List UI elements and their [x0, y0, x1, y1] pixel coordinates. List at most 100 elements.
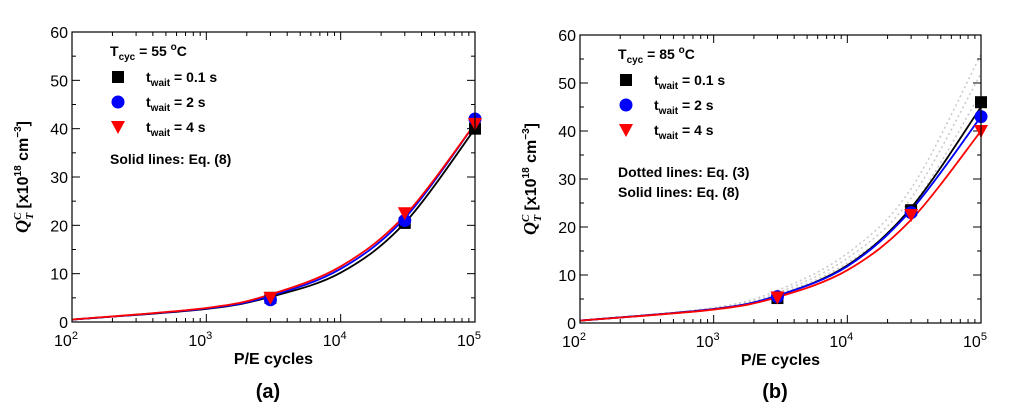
y-label-units: cm	[15, 138, 32, 166]
plot-frame	[71, 31, 476, 323]
legend-condition-symbol: T	[618, 46, 627, 62]
x-tick-base: 10	[963, 334, 981, 351]
y-tick-label: 20	[558, 220, 576, 237]
x-tick-label: 105	[963, 331, 987, 351]
y-tick-label: 10	[558, 268, 576, 285]
y-label-superscript: C	[12, 212, 24, 220]
x-tick-label: 104	[829, 331, 853, 351]
y-label-exponent: −3	[521, 128, 532, 140]
panel-caption: (b)	[762, 381, 788, 403]
legend-entry-value: = 2 s	[678, 97, 714, 113]
x-tick-label: 104	[323, 330, 347, 350]
legend-entry-subscript: wait	[658, 106, 679, 117]
legend-condition: Tcyc = 55 oC	[110, 42, 187, 63]
x-tick-base: 10	[829, 334, 847, 351]
y-tick-label: 40	[50, 122, 68, 139]
y-label-units: ]	[523, 123, 540, 128]
legend-note: Solid lines: Eq. (8)	[110, 151, 231, 167]
legend-condition-unit: C	[177, 43, 187, 59]
legend-entry-subscript: wait	[658, 81, 679, 92]
legend-entry-symbol: t	[654, 72, 659, 88]
legend-entry-subscript: wait	[658, 131, 679, 142]
panel-caption: (a)	[256, 381, 280, 403]
legend-note: Dotted lines: Eq. (3)	[618, 164, 749, 180]
x-tick-exponent: 2	[580, 331, 586, 343]
x-tick-label: 102	[54, 330, 78, 350]
legend-entry-symbol: t	[146, 94, 151, 110]
legend-entry: twait = 0.1 s	[654, 72, 725, 92]
y-tick-label: 60	[50, 25, 68, 42]
legend-entry-symbol: t	[146, 119, 151, 135]
legend-entry-value: = 0.1 s	[170, 69, 217, 85]
y-tick-label: 10	[50, 267, 68, 284]
legend-entry-value: = 4 s	[678, 122, 714, 138]
legend-marker-triangle-down	[111, 121, 125, 134]
x-tick-base: 10	[54, 333, 72, 350]
legend-condition: Tcyc = 85 oC	[618, 45, 695, 66]
data-point-triangle-down	[263, 291, 278, 305]
fit-line-solid	[579, 116, 982, 322]
x-tick-label: 105	[457, 330, 481, 350]
x-axis-label: P/E cycles	[234, 351, 313, 368]
data-point-triangle-down	[397, 207, 412, 221]
y-label-subscript: T	[532, 214, 544, 222]
legend-entry-value: = 2 s	[170, 94, 206, 110]
y-tick-label: 50	[50, 73, 68, 90]
y-tick-label: 30	[50, 170, 68, 187]
x-tick-base: 10	[562, 334, 580, 351]
legend-condition-degree: o	[171, 42, 177, 53]
y-tick-label: 20	[50, 218, 68, 235]
x-tick-exponent: 3	[714, 331, 720, 343]
data-point-triangle-down	[904, 209, 919, 222]
x-tick-exponent: 3	[206, 330, 212, 342]
y-label-units: [x10	[15, 176, 32, 213]
legend-entry-symbol: t	[146, 69, 151, 85]
plot-frame	[579, 34, 982, 324]
x-axis-label: P/E cycles	[741, 352, 820, 369]
y-label-exponent: 18	[521, 167, 532, 179]
legend-entry-symbol: t	[654, 97, 659, 113]
x-tick-base: 10	[696, 334, 714, 351]
fit-line-dotted	[579, 53, 982, 322]
y-tick-label: 40	[558, 124, 576, 141]
y-tick-label: 0	[59, 315, 68, 332]
data-point-triangle-down	[770, 291, 785, 305]
legend-condition-subscript: cyc	[627, 55, 644, 66]
x-tick-exponent: 5	[981, 331, 987, 343]
y-label-exponent: 18	[13, 165, 24, 177]
y-label-units: [x10	[523, 178, 540, 215]
legend-note: Solid lines: Eq. (8)	[618, 184, 739, 200]
legend-entry: twait = 4 s	[146, 119, 206, 139]
x-tick-exponent: 5	[475, 330, 481, 342]
legend-entry-subscript: wait	[150, 78, 171, 89]
legend-entry: twait = 0.1 s	[146, 69, 217, 89]
y-tick-label: 0	[567, 316, 576, 333]
legend-condition-unit: C	[685, 46, 695, 62]
y-tick-label: 50	[558, 76, 576, 93]
y-tick-label: 30	[558, 172, 576, 189]
legend-entry: twait = 4 s	[654, 122, 714, 142]
y-label-units: ]	[15, 121, 32, 126]
y-axis-label: QCT [x1018 cm−3]	[520, 123, 544, 235]
legend-entry-subscript: wait	[150, 103, 171, 114]
y-axis-label: QCT [x1018 cm−3]	[12, 121, 36, 233]
y-label-exponent: −3	[13, 126, 24, 138]
legend-entry-value: = 0.1 s	[678, 72, 725, 88]
x-tick-base: 10	[323, 333, 341, 350]
legend-condition-symbol: T	[110, 43, 119, 59]
y-label-units: cm	[523, 140, 540, 168]
x-tick-label: 103	[188, 330, 212, 350]
y-label-symbol: Q	[520, 222, 540, 235]
legend-marker-square	[112, 71, 124, 83]
y-label-subscript: T	[24, 212, 36, 220]
legend-entry: twait = 2 s	[146, 94, 206, 114]
legend-condition-degree: o	[679, 45, 685, 56]
fit-line-solid	[579, 106, 982, 322]
x-tick-label: 103	[696, 331, 720, 351]
legend-entry-symbol: t	[654, 122, 659, 138]
legend-condition-subscript: cyc	[119, 52, 136, 63]
data-point-circle	[398, 214, 412, 227]
legend-condition-value: = 55	[135, 43, 170, 59]
